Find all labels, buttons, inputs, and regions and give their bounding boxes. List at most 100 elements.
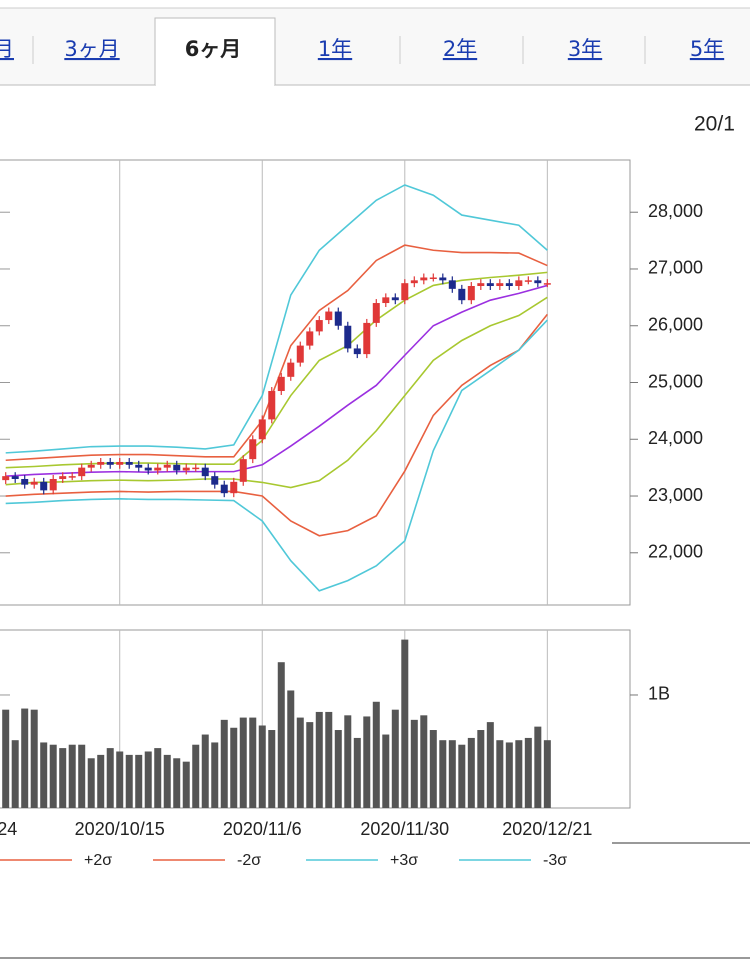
candle-body <box>391 297 399 301</box>
volume-bar <box>287 690 295 808</box>
y-tick-label: 24,000 <box>648 428 703 448</box>
candle-body <box>382 297 390 304</box>
volume-bar <box>401 639 409 808</box>
volume-bar <box>410 719 418 808</box>
x-tick-label: 2020/10/15 <box>75 819 165 839</box>
candle-body <box>372 303 380 323</box>
volume-bar <box>249 717 257 808</box>
tab[interactable]: 5年 <box>690 37 724 61</box>
volume-bar <box>106 748 114 808</box>
volume-bar <box>135 754 143 808</box>
tab[interactable]: 2年 <box>443 37 477 61</box>
candle-body <box>173 464 181 471</box>
volume-bar <box>21 708 29 808</box>
candle-body <box>439 277 447 281</box>
date-label: 20/1 <box>694 113 735 136</box>
tab[interactable]: 3ヶ月 <box>64 37 119 61</box>
volume-bar <box>239 717 247 808</box>
volume-bar <box>372 701 380 808</box>
tab-bar <box>0 8 750 85</box>
x-tick-label: 2020/12/21 <box>502 819 592 839</box>
volume-bar <box>382 734 390 808</box>
candle-body <box>296 345 304 363</box>
volume-bar <box>315 711 323 808</box>
volume-bar <box>97 754 105 808</box>
band-line <box>5 313 548 537</box>
volume-bar <box>448 740 456 808</box>
volume-bar <box>439 740 447 808</box>
volume-bar <box>87 758 95 808</box>
candle-body <box>154 467 162 471</box>
candle-body <box>125 461 133 465</box>
volume-bar <box>182 761 190 808</box>
volume-bar <box>325 711 333 808</box>
candle-body <box>106 461 114 465</box>
tab[interactable]: 1ヶ月 <box>0 37 14 61</box>
candle-body <box>315 320 323 332</box>
volume-bar <box>116 751 124 808</box>
volume-bar <box>68 744 76 808</box>
legend-label: +3σ <box>390 852 418 869</box>
candle-body <box>220 484 228 494</box>
candle-body <box>306 331 314 346</box>
candle-body <box>363 322 371 355</box>
candle-body <box>87 464 95 468</box>
legend-label: +2σ <box>84 852 112 869</box>
y-tick-label: 22,000 <box>648 542 703 562</box>
candle-body <box>192 467 200 470</box>
volume-bar <box>505 742 513 808</box>
volume-bar <box>344 715 352 808</box>
y-tick-label: 26,000 <box>648 314 703 334</box>
volume-bar <box>534 726 542 808</box>
candle-body <box>534 280 542 284</box>
candle-body <box>78 467 86 477</box>
volume-bar <box>163 754 171 808</box>
candle-body <box>59 476 67 479</box>
candle-body <box>11 476 19 479</box>
volume-bar <box>59 748 67 808</box>
volume-bar <box>40 742 48 808</box>
candle-body <box>458 288 466 301</box>
volume-bar <box>420 715 428 808</box>
volume-bar <box>220 719 228 808</box>
candle-body <box>477 283 485 287</box>
candle-body <box>429 277 437 279</box>
x-tick-label: 2020/11/30 <box>360 819 449 839</box>
volume-bar <box>230 727 238 808</box>
band-line <box>5 319 548 592</box>
candle-body <box>68 476 76 478</box>
volume-bar <box>486 722 494 808</box>
volume-bar <box>201 734 209 808</box>
charts: 22,000 23,000 24,000 25,000 26,000 27,000 28,0… <box>0 159 703 869</box>
tab[interactable]: 3年 <box>568 37 602 61</box>
candle-body <box>448 280 456 289</box>
candle-body <box>467 286 475 301</box>
volume-bar <box>211 742 219 808</box>
volume-bar <box>144 751 152 808</box>
band-line <box>5 184 548 454</box>
volume-bar <box>458 744 466 808</box>
candle-body <box>258 419 266 440</box>
candle-body <box>277 376 285 392</box>
candle-body <box>116 461 124 465</box>
candle-body <box>401 283 409 301</box>
volume-bar <box>363 716 371 808</box>
tab[interactable]: 1年 <box>318 37 352 61</box>
candle-body <box>353 348 361 355</box>
candle-body <box>410 280 418 284</box>
candle-body <box>268 391 276 420</box>
x-tick-label: 2020/9/24 <box>0 819 17 839</box>
volume-bar <box>258 725 266 808</box>
volume-bar <box>2 709 10 808</box>
candle-body <box>344 325 352 349</box>
active-tab-box <box>154 17 276 85</box>
volume-bar <box>296 717 304 808</box>
y-tick-label: 23,000 <box>648 485 703 505</box>
candle-body <box>486 283 494 287</box>
volume-bar <box>477 730 485 808</box>
candle-body <box>163 464 171 468</box>
volume-bar <box>154 748 162 808</box>
x-tick-label: 2020/11/6 <box>223 819 302 839</box>
active-tab: 6ヶ月 <box>185 37 242 61</box>
